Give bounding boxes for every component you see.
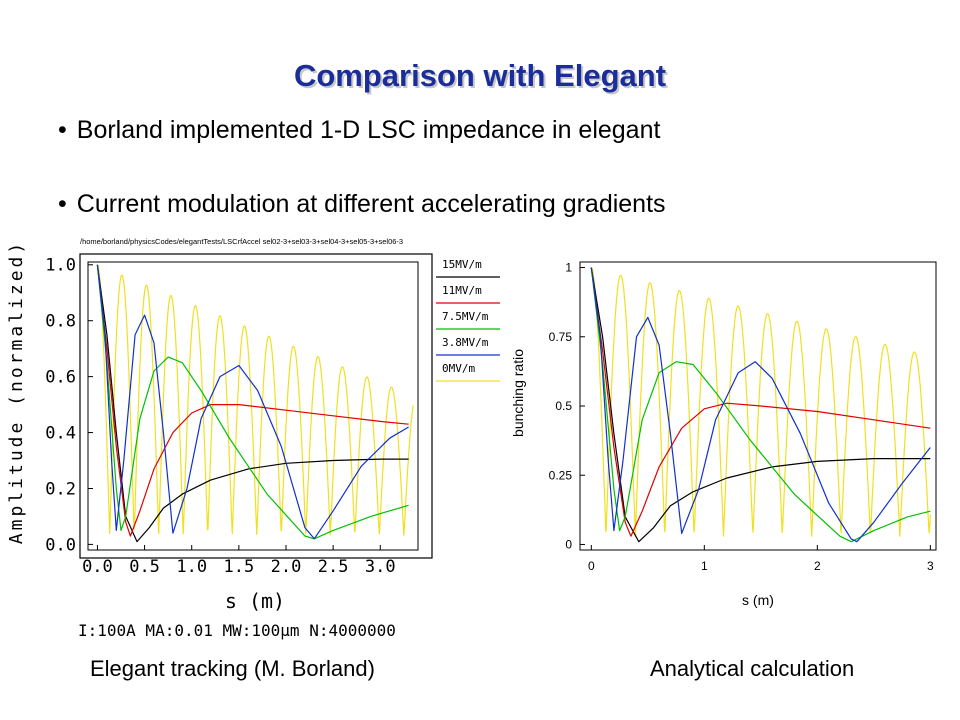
footer-params: I:100A MA:0.01 MW:100μm N:4000000 [78,621,396,640]
x-tick-label: 0 [588,559,595,573]
elegant-chart: /home/borland/physicsCodes/elegantTests/… [6,237,500,640]
legend-label: 7.5MV/m [442,310,489,323]
bullet-text: Borland implemented 1-D LSC impedance in… [76,116,661,144]
x-tick-label: 1.0 [176,557,207,577]
x-axis-label: s (m) [225,589,285,613]
y-tick-label: 0.0 [45,535,76,555]
y-tick-label: 1.0 [45,256,76,276]
legend-label: 0MV/m [442,362,475,375]
x-tick-label: 1.5 [223,557,254,577]
bullet-text: Current modulation at different accelera… [76,190,666,218]
path-label: /home/borland/physicsCodes/elegantTests/… [80,237,403,246]
series-line [96,264,409,540]
series-line [590,267,931,543]
x-tick-label: 2.5 [318,557,349,577]
series-line [590,267,931,537]
bullet-item: • Current modulation at different acceler… [58,190,666,219]
y-axis-label: Amplitude (normalized) [6,240,27,544]
series-line [96,264,409,543]
plot-area: 0 1 2 3 0 0.25 0.5 0.75 1 [549,261,937,573]
y-tick-label: 0 [565,538,572,552]
caption-right: Analytical calculation [650,656,855,681]
legend: 15MV/m 11MV/m 7.5MV/m 3.8MV/m 0MV/m [436,258,500,382]
legend-label: 11MV/m [442,284,482,297]
series-line [96,264,414,536]
y-tick-label: 0.4 [45,424,76,444]
y-tick-label: 0.25 [549,468,573,482]
x-tick-label: 3.0 [365,557,396,577]
legend-label: 15MV/m [442,258,482,271]
plot-area: 0.0 0.5 1.0 1.5 2.0 2.5 3.0 0.0 0.2 0.4 0.6 0.8 1.0 [45,253,433,577]
y-axis-label: bunching ratio [510,349,526,437]
y-tick-label: 0.6 [45,368,76,388]
x-axis-label: s (m) [742,592,774,608]
x-tick-label: 1 [701,559,708,573]
caption-left: Elegant tracking (M. Borland) [90,656,375,681]
series-line [590,267,931,537]
y-tick-label: 0.8 [45,312,76,332]
y-tick-label: 0.5 [555,399,572,413]
plot-frame [79,253,433,559]
series-line [96,264,409,540]
x-tick-label: 0.5 [129,557,160,577]
y-tick-label: 0.75 [549,330,573,344]
analytical-chart: 0 1 2 3 0 0.25 0.5 0.75 1 bunching ratio s (m) [510,261,937,608]
legend-label: 3.8MV/m [442,336,489,349]
axes-box [87,261,419,551]
series-line [590,267,931,543]
bullet-dot: • [58,190,67,218]
x-tick-label: 2.0 [271,557,302,577]
y-tick-label: 1 [565,261,572,275]
series-line [590,267,931,543]
x-tick-label: 0.0 [82,557,113,577]
slide-title: Comparison with Elegant [293,58,667,93]
bullet-dot: • [58,116,67,144]
series-line [96,264,409,537]
x-tick-label: 2 [814,559,821,573]
bullet-item: • Borland implemented 1-D LSC impedance i… [58,116,660,145]
y-tick-label: 0.2 [45,479,76,499]
x-tick-label: 3 [927,559,934,573]
